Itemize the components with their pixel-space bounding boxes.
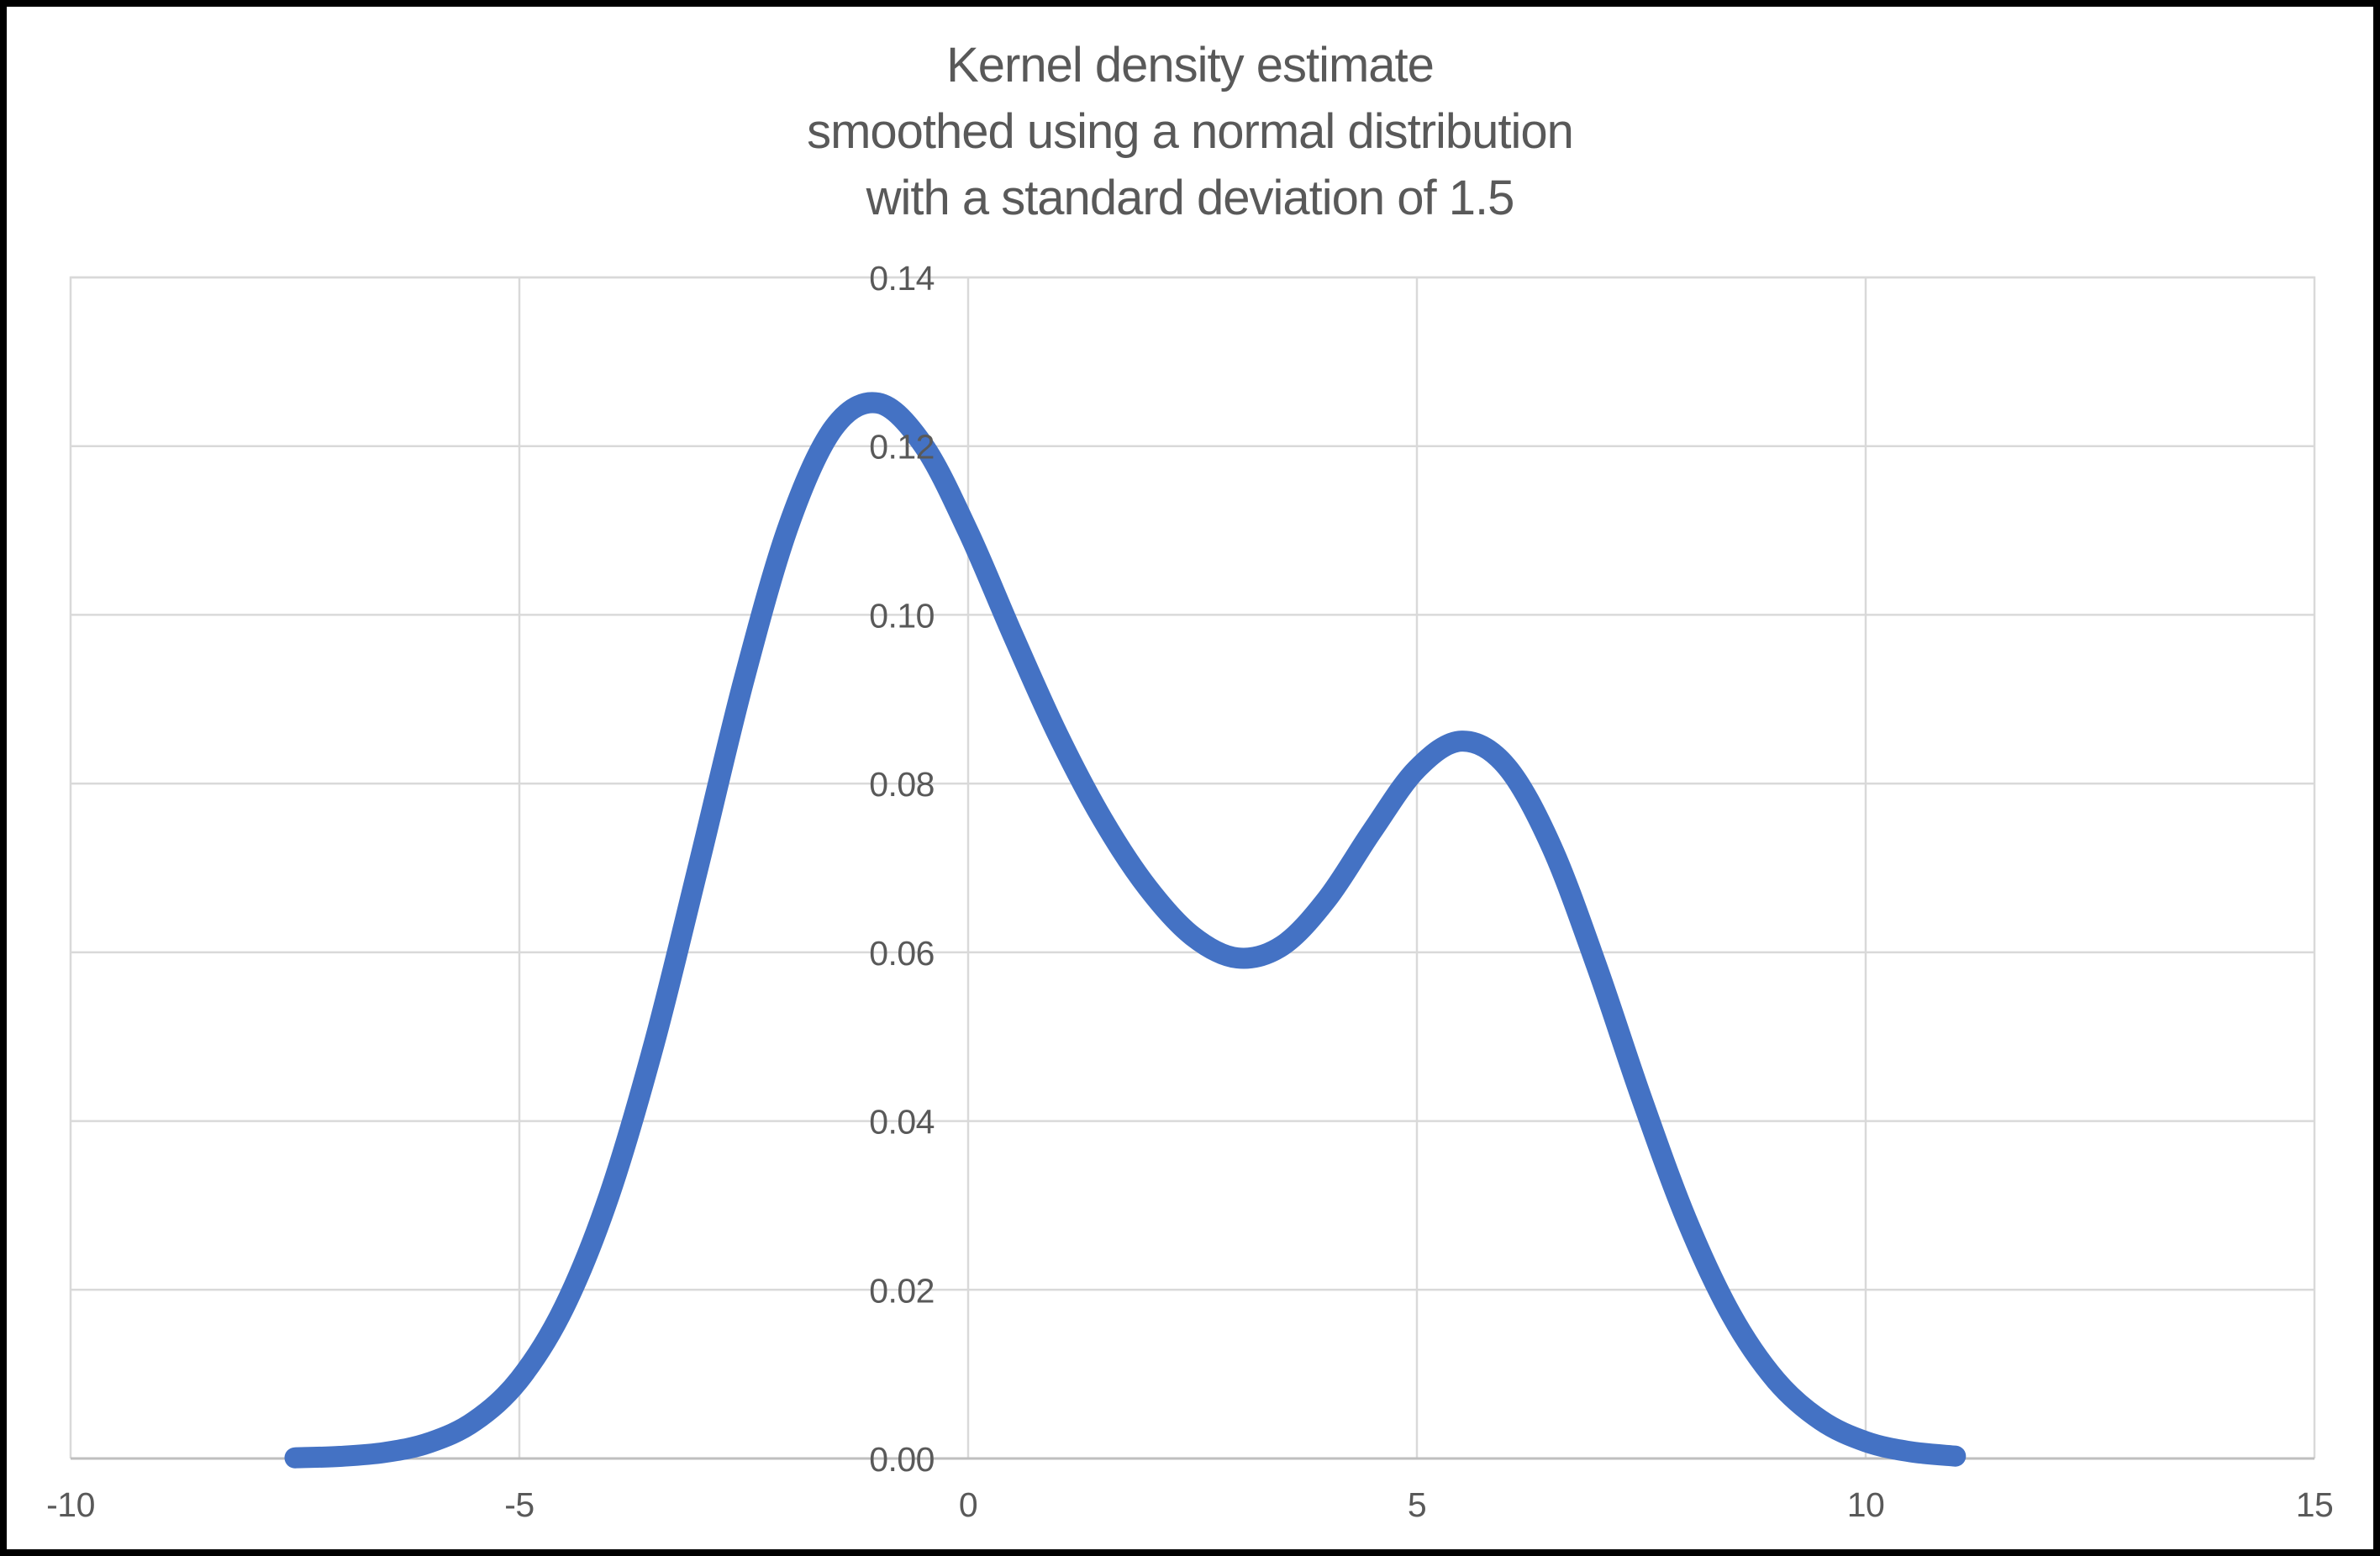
chart-title-line-3: with a standard deviation of 1.5 xyxy=(866,171,1515,225)
chart-title: Kernel density estimate smoothed using a… xyxy=(0,32,2380,231)
y-tick-label: 0.14 xyxy=(869,259,935,298)
y-tick-label: 0.12 xyxy=(869,428,935,467)
kde-curve xyxy=(284,392,1967,1469)
chart-title-line-1: Kernel density estimate xyxy=(946,38,1435,92)
x-tick-label: 5 xyxy=(1408,1485,1426,1524)
plot-border xyxy=(69,276,2316,1458)
y-tick-label: 0.02 xyxy=(869,1271,935,1310)
y-tick-label: 0.06 xyxy=(869,934,935,973)
x-tick-label: -5 xyxy=(504,1485,534,1524)
y-tick-label: 0.04 xyxy=(869,1103,935,1142)
x-tick-label: 15 xyxy=(2296,1485,2334,1524)
y-tick-label: 0.00 xyxy=(869,1440,935,1479)
y-tick-label: 0.10 xyxy=(869,596,935,635)
x-tick-label: 10 xyxy=(1847,1485,1885,1524)
x-tick-label: -10 xyxy=(46,1485,95,1524)
y-tick-label: 0.08 xyxy=(869,765,935,804)
chart-title-line-2: smoothed using a normal distribution xyxy=(807,104,1574,159)
x-tick-label: 0 xyxy=(959,1485,977,1524)
